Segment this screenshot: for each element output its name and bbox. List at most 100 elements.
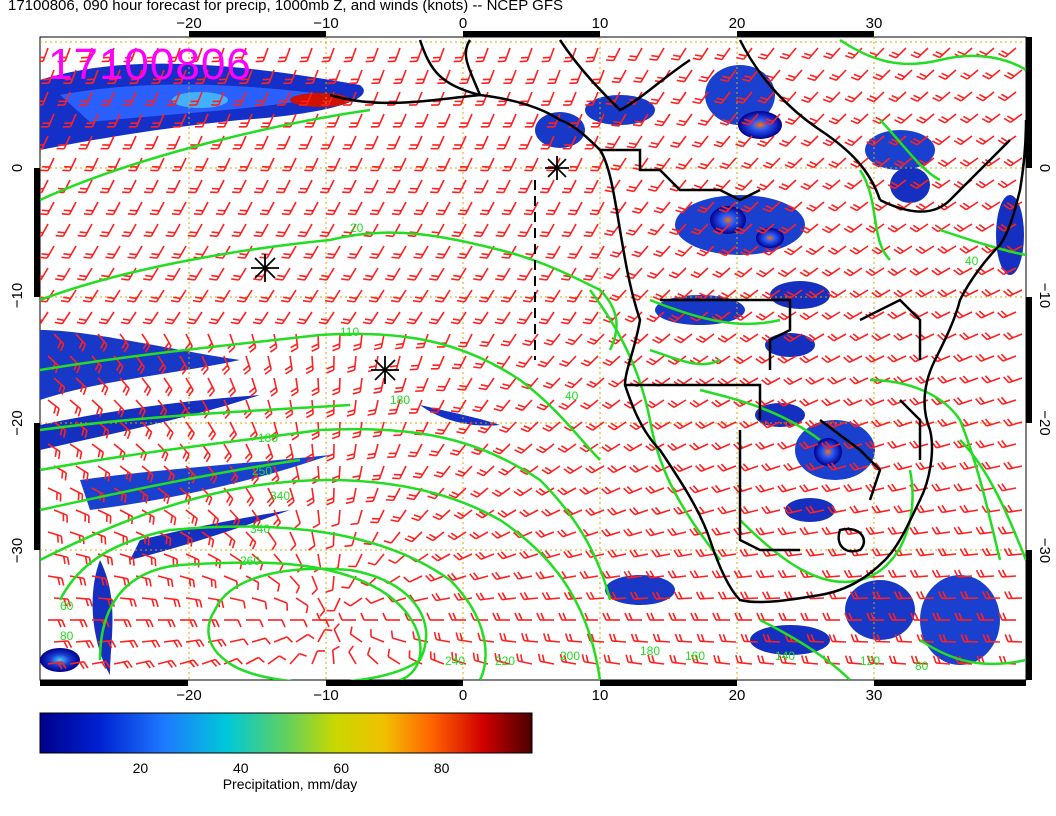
wind-barb: [720, 69, 737, 83]
wind-barb: [674, 245, 693, 257]
wind-barb: [40, 245, 55, 259]
wind-barb: [409, 355, 423, 371]
wind-barb: [352, 333, 363, 351]
contour-label: 40: [965, 254, 979, 268]
wind-barb: [646, 267, 665, 279]
wind-barb: [311, 377, 320, 397]
wind-barb: [563, 91, 577, 106]
wind-barb: [517, 267, 533, 281]
wind-barb: [221, 355, 230, 375]
wind-barb: [53, 377, 66, 395]
wind-barb: [997, 267, 1017, 276]
wind-barb: [568, 157, 583, 172]
wind-barb: [518, 135, 533, 150]
wind-barb: [500, 333, 517, 347]
wind-barb: [258, 289, 275, 303]
wind-barb: [406, 311, 423, 325]
wind-barb: [959, 157, 979, 167]
wind-barb: [543, 333, 561, 346]
wind-barb: [822, 179, 841, 190]
wind-barb: [171, 201, 187, 216]
wind-barb: [384, 311, 401, 325]
wind-barb: [849, 201, 869, 212]
wind-barb: [653, 201, 671, 214]
wind-barb: [805, 245, 825, 256]
wind-barb: [61, 245, 77, 259]
wind-barb: [104, 289, 121, 303]
wind-barb: [150, 113, 165, 128]
contour-label: 180: [390, 393, 410, 407]
wind-barb: [799, 311, 819, 321]
wind-barb: [456, 289, 473, 303]
wind-barb: [149, 245, 165, 259]
wind-barb: [755, 311, 775, 321]
wind-barb: [98, 311, 115, 325]
contour-label: 180: [640, 644, 660, 658]
wind-barb: [733, 355, 753, 365]
wind-barb: [828, 113, 847, 125]
wind-barb: [451, 223, 467, 238]
wind-barb: [589, 201, 605, 216]
wind-barb: [631, 245, 649, 258]
wind-barb: [494, 311, 511, 325]
wind-barb: [105, 245, 121, 259]
wind-barb: [806, 157, 825, 169]
wind-barb: [435, 201, 451, 216]
wind-barb: [342, 135, 357, 150]
wind-barb: [187, 267, 203, 281]
wind-barb: [932, 47, 951, 59]
wind-barb: [474, 179, 489, 194]
contour-label: 340: [270, 489, 290, 503]
wind-barb: [611, 113, 627, 127]
wind-barb: [1003, 375, 1023, 384]
wind-barb: [583, 223, 599, 238]
wind-barb: [502, 157, 517, 172]
wind-barb: [501, 245, 517, 259]
wind-barb: [475, 47, 489, 63]
wind-barb: [347, 355, 357, 373]
wind-barb: [127, 201, 143, 216]
wind-barb: [63, 69, 77, 85]
wind-barb: [280, 289, 297, 303]
wind-barb: [237, 245, 253, 259]
lon-tick-label: −20: [176, 15, 201, 32]
wind-barb: [188, 179, 203, 194]
wind-barb: [648, 135, 665, 149]
wind-barb: [326, 113, 341, 128]
wind-barb: [975, 91, 995, 102]
wind-barb: [408, 179, 423, 194]
wind-barb: [451, 267, 467, 281]
wind-barb: [321, 91, 335, 106]
wind-barb: [97, 377, 109, 396]
lat-tick-label: −10: [9, 283, 26, 308]
wind-barb: [186, 311, 203, 325]
wind-barb: [828, 157, 847, 169]
wind-barb: [163, 377, 173, 397]
wind-barb: [274, 311, 291, 325]
wind-barb: [959, 245, 979, 254]
wind-barb: [909, 267, 929, 276]
wind-barb: [500, 289, 517, 303]
wind-barb: [567, 201, 583, 216]
wind-barb: [893, 157, 913, 168]
wind-barb: [718, 201, 737, 213]
wind-barb: [40, 47, 49, 63]
wind-barb: [518, 179, 533, 194]
wind-barb: [541, 47, 555, 63]
wind-barb: [370, 113, 385, 128]
wind-barb: [783, 245, 803, 256]
wind-barb: [97, 333, 108, 352]
wind-barb: [538, 311, 555, 325]
wind-barb: [800, 135, 819, 147]
wind-barb: [566, 289, 583, 303]
wind-barb: [931, 267, 951, 276]
wind-barb: [209, 223, 225, 238]
wind-barb: [392, 113, 407, 128]
wind-barb: [845, 47, 863, 60]
wind-barb: [123, 91, 137, 106]
wind-barb: [756, 179, 775, 191]
wind-barb: [143, 223, 159, 238]
wind-barb: [79, 91, 93, 106]
wind-barb: [805, 376, 825, 385]
wind-barb: [1003, 331, 1023, 341]
